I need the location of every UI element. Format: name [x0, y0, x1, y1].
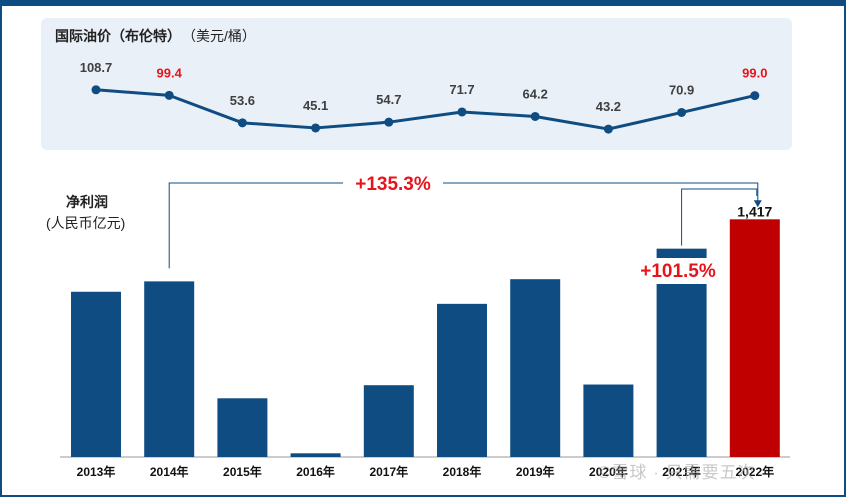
oil-price-label: 99.4: [157, 65, 183, 80]
x-tick-label: 2020年: [589, 464, 628, 479]
growth-label-bg: [632, 258, 724, 284]
x-tick-label: 2013年: [77, 464, 116, 479]
oil-price-line: [95, 88, 756, 131]
oil-price-label: 45.1: [303, 98, 328, 113]
oil-title-text: 国际油价（布伦特）: [55, 28, 181, 44]
oil-price-label: 99.0: [742, 66, 767, 81]
oil-price-point: [457, 107, 467, 117]
oil-price-label: 71.7: [449, 82, 474, 97]
oil-price-point: [164, 90, 174, 100]
bar-2020年: [583, 384, 634, 457]
oil-price-label: 43.2: [596, 99, 621, 114]
oil-price-title: 国际油价（布伦特） （美元/桶）: [55, 26, 256, 46]
bar-2022年: [729, 219, 780, 457]
bar-2015年: [217, 398, 268, 457]
growth-label-bg: [343, 172, 443, 194]
oil-price-label: 64.2: [523, 86, 548, 101]
x-tick-label: 2014年: [150, 464, 189, 479]
x-tick-label: 2019年: [516, 464, 555, 479]
growth-label-2014-2022: +135.3%: [355, 174, 431, 195]
oil-price-point: [311, 123, 321, 133]
growth-connector-2021: [681, 188, 758, 246]
watermark: ©雪球 · 只需要五次: [598, 463, 756, 482]
oil-price-point: [603, 124, 613, 134]
x-tick-label: 2018年: [443, 464, 482, 479]
bar-2019年: [510, 279, 561, 457]
bar-2013年: [71, 291, 121, 457]
x-tick-label: 2021年: [662, 464, 701, 479]
growth-connector-2014: [168, 182, 759, 269]
oil-price-label: 70.9: [669, 82, 694, 97]
bar-2014年: [144, 281, 195, 457]
oil-price-label: 53.6: [230, 93, 255, 108]
oil-price-point: [384, 117, 394, 127]
oil-price-point: [677, 107, 687, 117]
bar-2018年: [437, 303, 487, 457]
x-tick-label: 2015年: [223, 464, 262, 479]
x-tick-label: 2016年: [296, 464, 335, 479]
arrow-icon: [753, 200, 762, 208]
x-tick-label: 2017年: [369, 464, 408, 479]
net-profit-label: 净利润: [66, 194, 108, 210]
oil-price-point: [237, 118, 247, 128]
oil-price-label: 108.7: [80, 60, 113, 75]
bar-value-label: 1,417: [737, 203, 772, 219]
oil-price-panel: [41, 18, 792, 150]
bar-2017年: [363, 385, 414, 457]
bar-2016年: [290, 453, 341, 457]
oil-unit-text: （美元/桶）: [189, 28, 256, 44]
growth-label-2021-2022: +101.5%: [640, 261, 716, 282]
net-profit-unit: (人民币亿元): [46, 215, 126, 231]
oil-price-point: [530, 111, 540, 121]
oil-price-label: 54.7: [376, 92, 401, 107]
oil-price-point: [91, 85, 101, 95]
x-tick-label: 2022年: [735, 464, 774, 479]
oil-price-point: [750, 91, 760, 101]
